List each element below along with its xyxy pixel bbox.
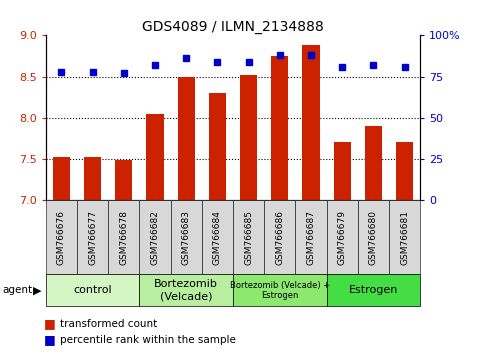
Bar bbox=[84, 157, 101, 200]
Bar bbox=[240, 75, 257, 200]
Text: ■: ■ bbox=[43, 318, 55, 330]
Text: GSM766686: GSM766686 bbox=[275, 210, 284, 265]
Bar bbox=[334, 142, 351, 200]
Text: GSM766682: GSM766682 bbox=[151, 210, 159, 265]
Text: GSM766681: GSM766681 bbox=[400, 210, 409, 265]
Bar bbox=[302, 45, 320, 200]
Text: ■: ■ bbox=[43, 333, 55, 346]
Text: percentile rank within the sample: percentile rank within the sample bbox=[60, 335, 236, 345]
Text: GSM766677: GSM766677 bbox=[88, 210, 97, 265]
Text: GSM766680: GSM766680 bbox=[369, 210, 378, 265]
Text: GSM766684: GSM766684 bbox=[213, 210, 222, 265]
Title: GDS4089 / ILMN_2134888: GDS4089 / ILMN_2134888 bbox=[142, 21, 324, 34]
Bar bbox=[396, 142, 413, 200]
Text: agent: agent bbox=[2, 285, 32, 295]
Bar bbox=[53, 157, 70, 200]
Bar bbox=[115, 160, 132, 200]
Bar bbox=[146, 114, 164, 200]
Bar bbox=[365, 126, 382, 200]
Text: Estrogen: Estrogen bbox=[349, 285, 398, 295]
Text: GSM766676: GSM766676 bbox=[57, 210, 66, 265]
Text: ▶: ▶ bbox=[33, 285, 42, 295]
Bar bbox=[271, 56, 288, 200]
Text: GSM766679: GSM766679 bbox=[338, 210, 347, 265]
Text: GSM766678: GSM766678 bbox=[119, 210, 128, 265]
Text: control: control bbox=[73, 285, 112, 295]
Text: GSM766683: GSM766683 bbox=[182, 210, 191, 265]
Text: Bortezomib (Velcade) +
Estrogen: Bortezomib (Velcade) + Estrogen bbox=[230, 281, 330, 300]
Bar bbox=[209, 93, 226, 200]
Text: GSM766685: GSM766685 bbox=[244, 210, 253, 265]
Text: transformed count: transformed count bbox=[60, 319, 157, 329]
Bar bbox=[178, 76, 195, 200]
Text: GSM766687: GSM766687 bbox=[307, 210, 315, 265]
Text: Bortezomib
(Velcade): Bortezomib (Velcade) bbox=[155, 279, 218, 301]
